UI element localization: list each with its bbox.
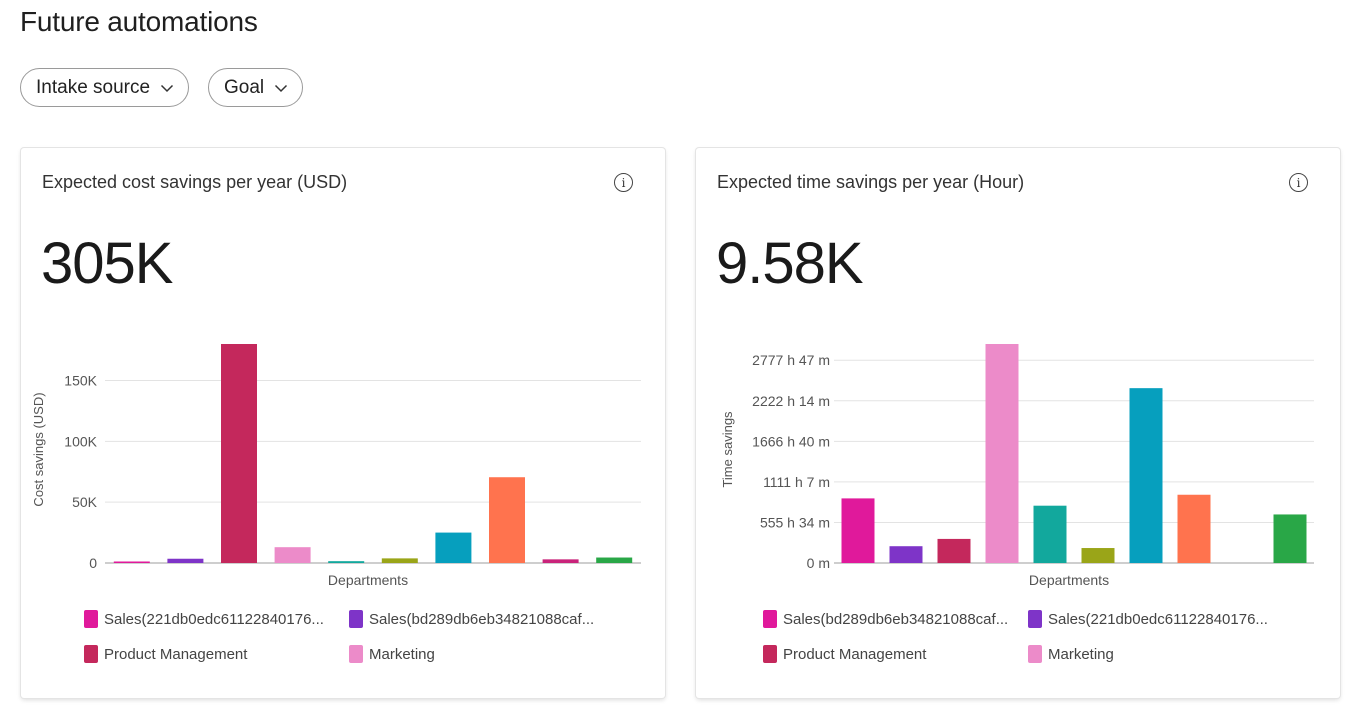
y-tick-label: 1111 h 7 m: [763, 474, 830, 490]
chevron-down-icon: [275, 84, 288, 92]
legend-item[interactable]: Product Management: [763, 645, 926, 663]
legend-item[interactable]: Sales(bd289db6eb34821088caf...: [349, 610, 594, 628]
bar[interactable]: [113, 561, 150, 564]
legend-label: Marketing: [369, 645, 435, 663]
legend-swatch: [349, 645, 363, 663]
y-tick-label: 50K: [72, 494, 98, 510]
bar[interactable]: [1129, 388, 1163, 563]
bar[interactable]: [489, 477, 525, 563]
bar[interactable]: [221, 344, 257, 563]
x-axis-title: Departments: [1029, 572, 1109, 588]
legend-swatch: [349, 610, 363, 628]
bar[interactable]: [381, 558, 418, 563]
y-tick-label: 555 h 34 m: [760, 514, 830, 530]
legend-swatch: [1028, 610, 1042, 628]
legend-label: Product Management: [783, 645, 927, 663]
filter-label: Goal: [224, 76, 265, 98]
y-tick-label: 150K: [64, 373, 97, 389]
time-savings-bar-chart: 0 m 555 h 34 m 1111 h 7 m 1666 h 40 m 2222 h…: [720, 344, 1314, 588]
legend-swatch: [763, 645, 777, 663]
bar[interactable]: [435, 532, 472, 563]
legend-label: Sales(bd289db6eb34821088caf...: [369, 610, 595, 628]
legend-label: Sales(bd289db6eb34821088caf...: [783, 610, 1009, 628]
chevron-down-icon: [161, 84, 174, 92]
legend-item[interactable]: Marketing: [349, 645, 435, 663]
x-axis-title: Departments: [328, 572, 408, 588]
bar[interactable]: [274, 547, 311, 563]
bar[interactable]: [841, 498, 875, 563]
legend-item[interactable]: Sales(221db0edc61122840176...: [1028, 610, 1268, 628]
info-icon[interactable]: i: [614, 173, 633, 192]
page-title: Future automations: [20, 6, 258, 37]
legend-swatch: [84, 610, 98, 628]
kpi-value: 305K: [41, 231, 173, 296]
legend-item[interactable]: Marketing: [1028, 645, 1114, 663]
cost-savings-card: Expected cost savings per year (USD) i 3…: [21, 148, 665, 698]
legend-swatch: [763, 610, 777, 628]
cost-savings-bar-chart: 0 50K 100K 150K Cost savings (USD) Department…: [31, 344, 641, 588]
filter-goal[interactable]: Goal: [208, 68, 304, 107]
kpi-value: 9.58K: [716, 231, 864, 296]
bar[interactable]: [985, 344, 1019, 563]
bar[interactable]: [596, 557, 633, 563]
legend-label: Product Management: [104, 645, 248, 663]
bar[interactable]: [542, 559, 579, 563]
y-tick-label: 100K: [64, 433, 97, 449]
y-tick-label: 0 m: [807, 555, 830, 571]
y-tick-label: 2777 h 47 m: [752, 352, 830, 368]
bar[interactable]: [167, 558, 204, 563]
y-tick-label: 2222 h 14 m: [752, 393, 830, 409]
legend-label: Marketing: [1048, 645, 1114, 663]
y-tick-label: 0: [89, 555, 97, 571]
legend-swatch: [1028, 645, 1042, 663]
legend-item[interactable]: Product Management: [84, 645, 247, 663]
legend-item[interactable]: Sales(221db0edc61122840176...: [84, 610, 324, 628]
legend-item[interactable]: Sales(bd289db6eb34821088caf...: [763, 610, 1008, 628]
bar[interactable]: [937, 538, 971, 563]
info-icon[interactable]: i: [1289, 173, 1308, 192]
card-title: Expected cost savings per year (USD): [42, 172, 348, 192]
filter-intake-source[interactable]: Intake source: [20, 68, 190, 107]
legend-label: Sales(221db0edc61122840176...: [104, 610, 324, 628]
bar[interactable]: [328, 561, 365, 563]
bar[interactable]: [1033, 505, 1067, 563]
y-tick-label: 1666 h 40 m: [752, 433, 830, 449]
filter-label: Intake source: [36, 76, 151, 98]
y-axis-title: Time savings: [720, 411, 735, 488]
legend-label: Sales(221db0edc61122840176...: [1048, 610, 1268, 628]
bar[interactable]: [1273, 514, 1307, 563]
legend-swatch: [84, 645, 98, 663]
card-title: Expected time savings per year (Hour): [717, 172, 1025, 192]
bar[interactable]: [1081, 548, 1115, 563]
bar[interactable]: [889, 546, 923, 563]
bar[interactable]: [1177, 494, 1211, 563]
time-savings-card: Expected time savings per year (Hour) i …: [696, 148, 1340, 698]
y-axis-title: Cost savings (USD): [31, 392, 46, 506]
